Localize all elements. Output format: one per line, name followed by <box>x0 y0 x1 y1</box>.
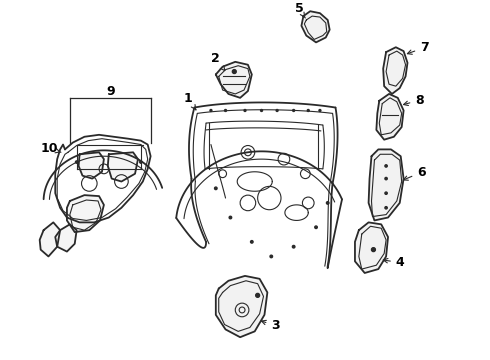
Circle shape <box>315 226 318 229</box>
Circle shape <box>250 240 253 243</box>
Polygon shape <box>355 222 388 273</box>
Circle shape <box>75 161 78 163</box>
Circle shape <box>385 177 387 180</box>
Circle shape <box>270 255 272 258</box>
Circle shape <box>385 207 387 209</box>
Circle shape <box>244 109 246 112</box>
Circle shape <box>140 161 142 163</box>
Polygon shape <box>216 62 252 98</box>
Text: 9: 9 <box>106 85 115 99</box>
Circle shape <box>229 216 232 219</box>
Polygon shape <box>368 149 404 220</box>
Polygon shape <box>78 152 104 179</box>
Circle shape <box>215 187 217 190</box>
Polygon shape <box>216 276 268 337</box>
Circle shape <box>261 109 263 112</box>
Circle shape <box>232 69 236 73</box>
Circle shape <box>326 202 329 204</box>
Circle shape <box>276 109 278 112</box>
Circle shape <box>210 109 212 112</box>
Polygon shape <box>376 94 404 140</box>
Text: 7: 7 <box>407 41 429 54</box>
Polygon shape <box>67 195 104 232</box>
Text: 6: 6 <box>403 166 426 180</box>
Text: 3: 3 <box>262 319 280 332</box>
Circle shape <box>256 293 260 297</box>
Circle shape <box>385 165 387 167</box>
Polygon shape <box>108 152 138 181</box>
Text: 8: 8 <box>404 94 424 107</box>
Circle shape <box>293 246 295 248</box>
Circle shape <box>319 109 321 112</box>
Circle shape <box>224 109 226 112</box>
Circle shape <box>307 109 309 112</box>
Circle shape <box>293 109 294 112</box>
Polygon shape <box>301 11 330 42</box>
Polygon shape <box>383 47 408 94</box>
Text: 1: 1 <box>184 92 196 110</box>
Text: 4: 4 <box>383 256 405 269</box>
Text: 2: 2 <box>211 52 225 71</box>
Polygon shape <box>40 222 60 256</box>
Text: 5: 5 <box>294 2 305 18</box>
Polygon shape <box>55 224 76 252</box>
Text: 10: 10 <box>41 142 61 155</box>
Circle shape <box>371 248 375 252</box>
Circle shape <box>385 192 387 194</box>
